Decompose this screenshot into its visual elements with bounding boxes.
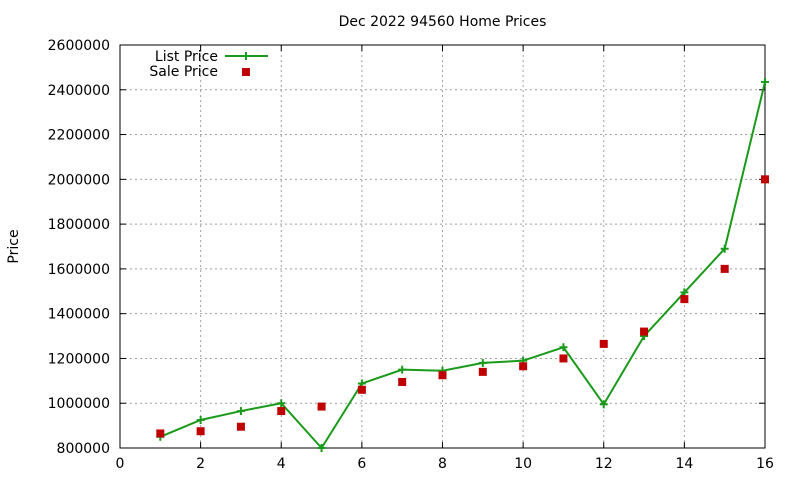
sale-price-point xyxy=(640,327,649,336)
list-price-point xyxy=(196,416,205,425)
sale-price-point xyxy=(317,402,326,411)
y-tick-label: 1000000 xyxy=(48,396,110,412)
sale-price-point xyxy=(761,175,769,184)
sale-price-point xyxy=(478,367,487,376)
y-tick-label: 1400000 xyxy=(48,307,110,323)
y-tick-label: 1600000 xyxy=(48,262,110,278)
sale-price-point xyxy=(599,339,608,348)
legend-marker-sale-price xyxy=(242,68,250,76)
sale-price-point xyxy=(559,354,568,363)
y-tick-label: 2000000 xyxy=(48,172,110,188)
x-tick-label: 8 xyxy=(438,456,447,472)
sale-price-point xyxy=(156,429,165,438)
axis-ticks: 0 2 4 6 8 10 12 14 16 800000 1000000 1200000 1400000… xyxy=(48,38,774,472)
y-tick-label: 800000 xyxy=(57,441,110,457)
sale-price-point xyxy=(680,295,689,304)
x-tick-label: 0 xyxy=(116,456,125,472)
sale-price-point xyxy=(277,407,286,416)
x-tick-label: 16 xyxy=(756,456,774,472)
legend-marker-list-price xyxy=(242,52,250,60)
list-price-point xyxy=(317,444,326,452)
sale-price-point xyxy=(398,377,407,386)
list-price-point xyxy=(559,343,568,352)
sale-price-point xyxy=(357,385,366,394)
x-tick-label: 6 xyxy=(357,456,366,472)
chart-title: Dec 2022 94560 Home Prices xyxy=(339,14,547,30)
sale-price-point xyxy=(519,362,528,371)
x-tick-label: 4 xyxy=(277,456,286,472)
y-axis-label: Price xyxy=(6,229,22,263)
y-tick-label: 1800000 xyxy=(48,217,110,233)
sale-price-point xyxy=(720,264,729,273)
list-price-point xyxy=(599,400,608,409)
x-tick-label: 12 xyxy=(595,456,613,472)
list-price-point xyxy=(277,399,286,408)
legend-label-sale-price: Sale Price xyxy=(149,64,218,80)
list-price-point xyxy=(761,77,769,86)
series xyxy=(156,77,769,452)
list-price-point xyxy=(680,288,689,297)
y-tick-label: 2400000 xyxy=(48,83,110,99)
sale-price-point xyxy=(438,371,447,380)
list-price-line xyxy=(159,81,766,450)
y-tick-label: 2600000 xyxy=(48,38,110,54)
x-tick-label: 14 xyxy=(675,456,693,472)
x-tick-label: 2 xyxy=(196,456,205,472)
grid xyxy=(120,45,765,448)
y-tick-label: 1200000 xyxy=(48,351,110,367)
sale-price-point xyxy=(236,422,245,431)
list-price-point xyxy=(236,407,245,416)
x-tick-label: 10 xyxy=(514,456,532,472)
y-tick-label: 2200000 xyxy=(48,128,110,144)
sale-price-point xyxy=(196,427,205,436)
list-price-point xyxy=(398,365,407,374)
legend: List Price Sale Price xyxy=(149,49,268,80)
legend-label-list-price: List Price xyxy=(155,49,218,65)
list-price-point xyxy=(478,358,487,367)
list-price-point xyxy=(720,244,729,253)
